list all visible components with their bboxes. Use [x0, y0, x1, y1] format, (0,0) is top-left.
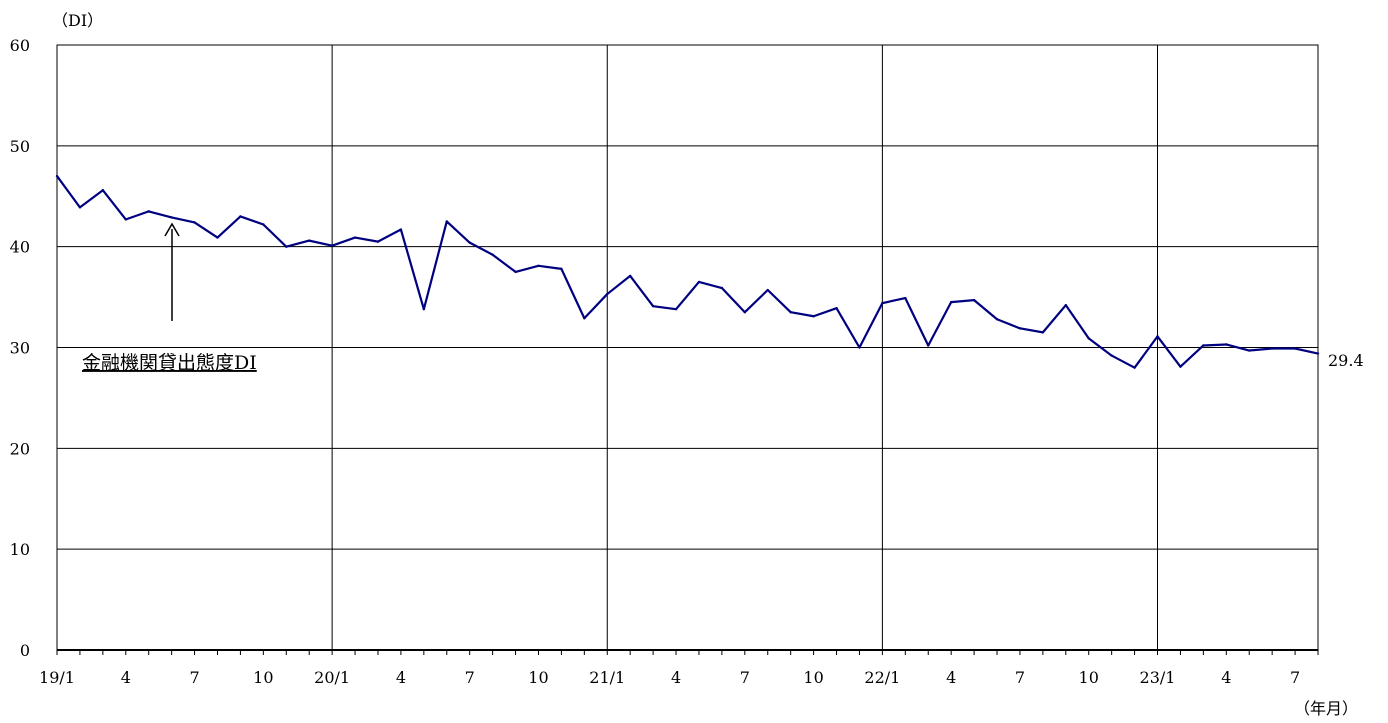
data-point — [422, 307, 426, 311]
x-tick-label: 4 — [671, 668, 681, 687]
data-point — [55, 174, 59, 178]
data-point — [1316, 352, 1320, 355]
data-point — [674, 307, 678, 311]
x-tick-label: 7 — [465, 668, 475, 687]
y-tick-label: 30 — [10, 339, 30, 358]
x-tick-label: 7 — [189, 668, 199, 687]
data-point — [1064, 303, 1068, 307]
x-tick-label: 19/1 — [39, 668, 75, 687]
data-point — [881, 301, 884, 305]
data-point — [147, 210, 150, 213]
data-point — [1270, 347, 1274, 350]
data-point — [651, 304, 655, 308]
x-axis-label: （年月） — [1294, 699, 1358, 718]
data-point — [1202, 344, 1205, 347]
data-point — [766, 288, 769, 292]
x-axis: 19/1 4 7 10 20/1 4 7 10 21/1 4 7 10 22/1 4 7 10 23/1 4 7 — [39, 649, 1319, 687]
data-point — [858, 346, 861, 349]
x-tick-label: 22/1 — [864, 668, 900, 687]
annotation-arrowhead — [164, 222, 180, 237]
y-tick-label: 50 — [10, 137, 30, 156]
x-tick-label: 4 — [946, 668, 956, 687]
data-point — [376, 240, 380, 243]
data-point — [216, 236, 219, 239]
data-point — [927, 344, 930, 347]
data-point — [537, 264, 540, 268]
data-point — [101, 189, 105, 192]
data-point — [491, 253, 494, 256]
y-tick-label: 20 — [10, 439, 30, 458]
data-point — [628, 274, 632, 278]
data-point — [1133, 366, 1136, 369]
y-tick-label: 0 — [20, 641, 30, 660]
x-tick-label: 7 — [1015, 668, 1025, 687]
x-tick-label: 10 — [253, 668, 273, 687]
x-tick-label: 23/1 — [1140, 668, 1176, 687]
data-point — [124, 218, 127, 221]
data-point — [514, 270, 517, 274]
data-point — [262, 223, 265, 226]
data-point — [468, 241, 471, 244]
data-point — [170, 216, 173, 219]
x-tick-label: 20/1 — [314, 668, 350, 687]
data-point — [399, 228, 403, 231]
data-point — [812, 315, 815, 318]
y-axis-label: （DI） — [52, 11, 103, 30]
data-point — [1018, 327, 1022, 330]
x-tick-label: 21/1 — [589, 668, 625, 687]
end-value-label: 29.4 — [1328, 351, 1364, 370]
data-point — [1225, 343, 1228, 346]
data-point — [239, 215, 242, 218]
gridlines — [57, 45, 1318, 650]
y-axis: 0 10 20 30 40 50 60 — [10, 36, 30, 660]
x-tick-label: 10 — [528, 668, 548, 687]
data-point — [1156, 335, 1159, 338]
x-tick-label: 4 — [121, 668, 131, 687]
data-point — [1293, 347, 1297, 350]
data-point — [193, 221, 196, 224]
data-point — [78, 206, 82, 209]
data-point — [949, 300, 953, 304]
y-tick-label: 60 — [10, 36, 30, 55]
data-point — [1179, 365, 1182, 368]
data-point — [1248, 349, 1251, 352]
data-point — [353, 236, 357, 239]
data-point — [330, 244, 334, 247]
x-tick-label: 7 — [740, 668, 750, 687]
x-tick-label: 4 — [1221, 668, 1231, 687]
data-point — [789, 311, 792, 314]
data-point — [1087, 337, 1090, 340]
data-point — [697, 280, 701, 284]
data-point — [972, 298, 976, 302]
data-point — [285, 245, 288, 248]
data-points — [55, 174, 1320, 369]
x-tick-label: 10 — [1079, 668, 1099, 687]
y-tick-label: 10 — [10, 540, 30, 559]
data-point — [835, 306, 838, 310]
x-tick-label: 7 — [1290, 668, 1300, 687]
x-tick-label: 10 — [803, 668, 823, 687]
x-tick-label: 4 — [396, 668, 406, 687]
series-annotation-label: 金融機関貸出態度DI — [82, 352, 257, 374]
data-point — [720, 286, 724, 290]
data-point — [308, 239, 311, 242]
data-point — [560, 267, 563, 271]
data-point — [1110, 354, 1113, 357]
data-point — [1041, 331, 1045, 334]
data-point — [583, 317, 586, 320]
data-point — [606, 292, 609, 296]
y-tick-label: 40 — [10, 238, 30, 257]
data-point — [445, 220, 448, 223]
data-point — [743, 311, 747, 314]
series-line — [56, 175, 1319, 369]
data-point — [904, 296, 907, 300]
data-point — [995, 318, 999, 321]
